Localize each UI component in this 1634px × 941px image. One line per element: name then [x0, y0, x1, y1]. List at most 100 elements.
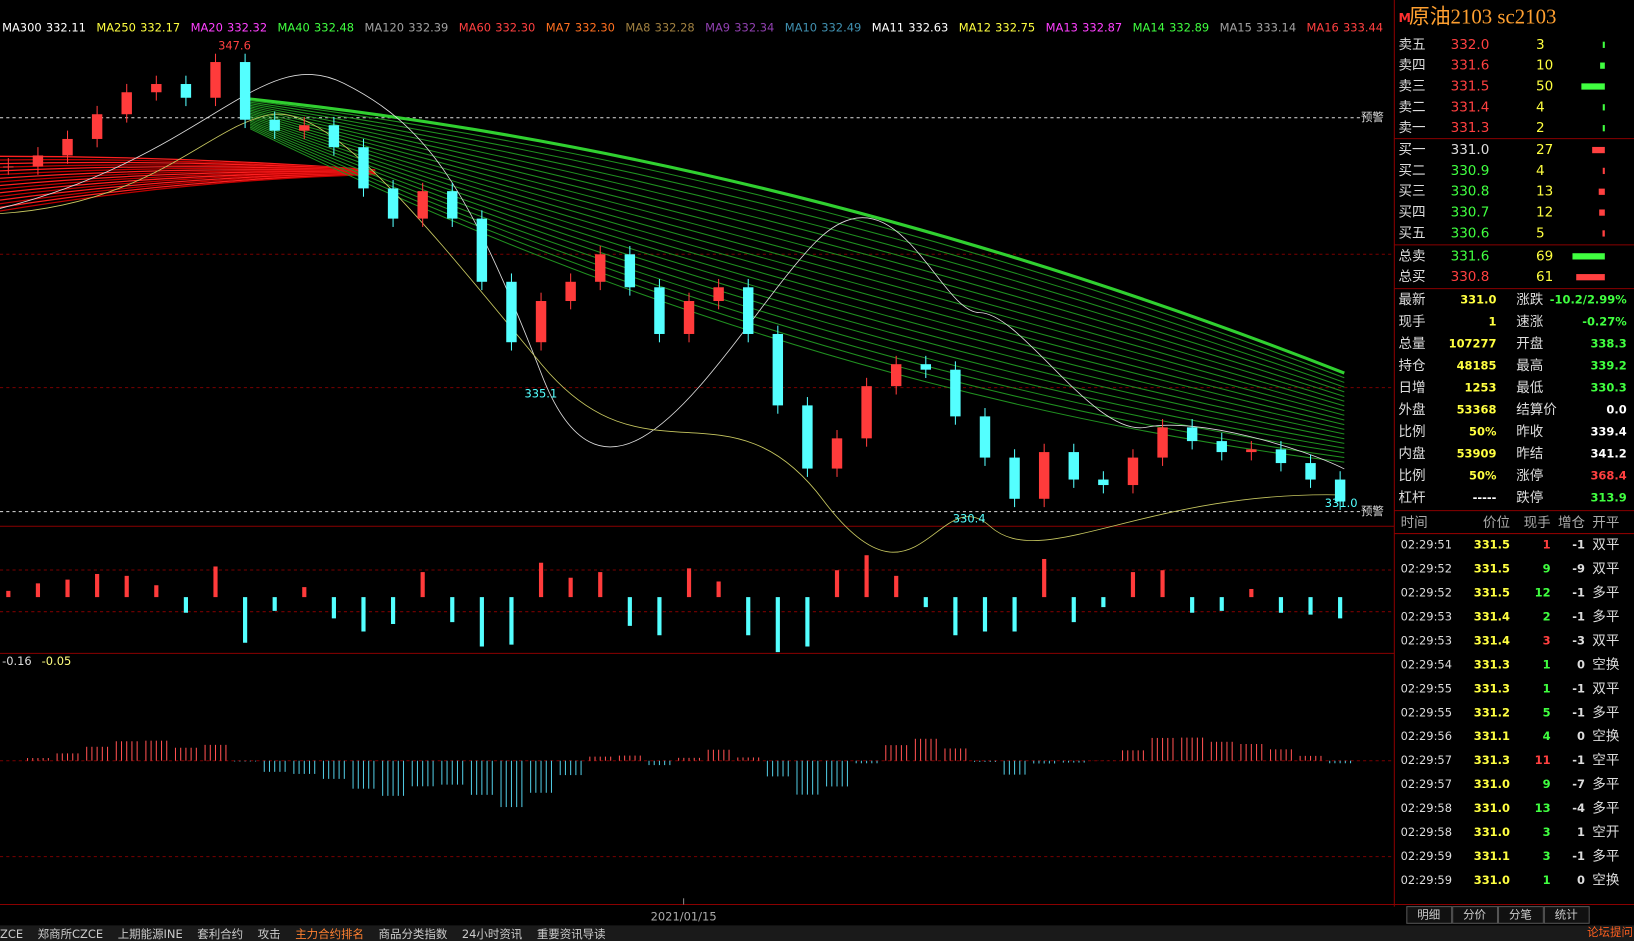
- ma-ribbon-green: [250, 100, 1345, 379]
- trade-type: 双平: [1592, 681, 1619, 697]
- book-qty: 4: [1536, 99, 1545, 115]
- book-price: 330.9: [1451, 163, 1490, 179]
- tab[interactable]: [1498, 906, 1544, 924]
- stat-value: 313.9: [1590, 491, 1626, 505]
- ma-ribbon-red: [0, 173, 376, 205]
- book-bar: [1599, 209, 1605, 216]
- trade-type: 多平: [1592, 776, 1619, 793]
- ma-ribbon-green: [249, 125, 1345, 454]
- trade-oi: 0: [1577, 729, 1585, 743]
- candle: [595, 254, 606, 282]
- stat-label: 日增: [1398, 380, 1425, 396]
- trade-price: 331.5: [1474, 585, 1510, 599]
- ma-ribbon-green: [250, 101, 1345, 383]
- tab-label[interactable]: 明细: [1417, 907, 1440, 921]
- trade-price: 331.3: [1474, 681, 1510, 695]
- candle: [743, 287, 754, 334]
- candle: [1305, 463, 1316, 480]
- taskbar-item[interactable]: 商品分类指数: [379, 927, 448, 941]
- volume-bar: [1101, 597, 1106, 608]
- volume-bar: [1278, 597, 1284, 613]
- candle: [269, 119, 280, 131]
- ma-legend-value: 332.75: [995, 21, 1035, 35]
- ma-legend-value: 332.32: [227, 21, 267, 35]
- trade-price: 331.5: [1474, 538, 1510, 552]
- stat-value: 1253: [1465, 381, 1497, 395]
- forum-link[interactable]: 论坛提问: [1587, 925, 1633, 939]
- ma-ribbon-green: [249, 117, 1345, 430]
- ma-legend-name: MA120: [365, 21, 405, 35]
- volume-bar: [124, 575, 129, 598]
- taskbar-item[interactable]: ZCE: [0, 927, 23, 941]
- tab[interactable]: [1543, 906, 1590, 924]
- taskbar-item[interactable]: 重要资讯导读: [537, 927, 606, 941]
- candle: [1334, 479, 1346, 502]
- volume-bar: [1071, 597, 1076, 623]
- ma-legend-value: 332.87: [1082, 21, 1122, 35]
- candle: [535, 301, 547, 343]
- trade-type: 多平: [1592, 848, 1619, 865]
- alert-label: 预警: [1361, 504, 1384, 518]
- candle: [920, 364, 932, 370]
- taskbar-item[interactable]: 上期能源INE: [118, 927, 183, 941]
- book-qty: 3: [1536, 37, 1545, 53]
- book-label: 总卖: [1398, 248, 1425, 264]
- tab-label[interactable]: 分笔: [1509, 907, 1532, 921]
- ma-legend-name: MA40: [278, 21, 310, 35]
- candle: [683, 301, 695, 334]
- candle: [713, 287, 724, 302]
- ma-legend-name: MA9: [705, 21, 730, 35]
- stat-label: 涨停: [1516, 467, 1543, 484]
- header-marker: M: [1398, 10, 1410, 25]
- book-qty: 10: [1536, 58, 1553, 74]
- ma-ribbon-red: [0, 159, 376, 171]
- taskbar-item[interactable]: 主力合约排名: [295, 927, 364, 941]
- book-price: 331.4: [1451, 99, 1490, 115]
- book-label: 卖一: [1398, 120, 1425, 136]
- grid-dashes: [0, 253, 1395, 858]
- candle: [772, 333, 784, 406]
- envelope: [0, 74, 1345, 470]
- book-price: 331.5: [1451, 78, 1490, 94]
- trade-qty: 1: [1543, 538, 1551, 552]
- candle: [1275, 449, 1287, 464]
- volume-bar: [627, 597, 632, 626]
- book-price: 330.6: [1451, 225, 1490, 241]
- ma-legend-value: 332.39: [408, 21, 448, 35]
- volume-bar: [183, 597, 188, 613]
- candle: [1186, 427, 1198, 442]
- taskbar-item[interactable]: 套利合约: [197, 927, 243, 941]
- tab[interactable]: [1406, 906, 1453, 924]
- candle: [654, 287, 665, 334]
- trade-time: 02:29:55: [1401, 705, 1452, 719]
- stat-value: 339.4: [1590, 425, 1626, 439]
- stat-value: 0.0: [1606, 403, 1626, 417]
- stat-value: 53368: [1457, 403, 1497, 417]
- book-price: 332.0: [1451, 37, 1490, 53]
- trade-qty: 4: [1543, 729, 1551, 743]
- ma-legend-value: 332.48: [314, 21, 354, 35]
- volume-bar: [331, 597, 336, 619]
- taskbar-item[interactable]: 郑商所CZCE: [38, 927, 103, 941]
- book-qty: 69: [1536, 248, 1553, 264]
- volume-bar: [243, 597, 248, 643]
- taskbar-item[interactable]: 24小时资讯: [462, 927, 523, 941]
- book-qty: 5: [1536, 225, 1545, 241]
- book-price: 331.3: [1451, 120, 1490, 136]
- book-label: 卖二: [1398, 99, 1425, 115]
- ma-ribbon-red: [0, 164, 376, 172]
- tab-label[interactable]: 统计: [1555, 907, 1578, 921]
- trade-qty: 1: [1543, 681, 1551, 695]
- book-label: 买一: [1398, 142, 1425, 158]
- tab[interactable]: [1452, 906, 1499, 924]
- trade-header: 价位: [1483, 515, 1510, 531]
- candle: [979, 416, 991, 458]
- trade-time: 02:29:53: [1401, 633, 1452, 647]
- candle: [950, 369, 961, 417]
- book-qty: 50: [1536, 78, 1553, 94]
- candle: [417, 191, 428, 219]
- tab-label[interactable]: 分价: [1463, 907, 1486, 921]
- taskbar-item[interactable]: 攻击: [258, 927, 281, 941]
- book-qty: 61: [1536, 269, 1553, 285]
- candle: [239, 62, 251, 120]
